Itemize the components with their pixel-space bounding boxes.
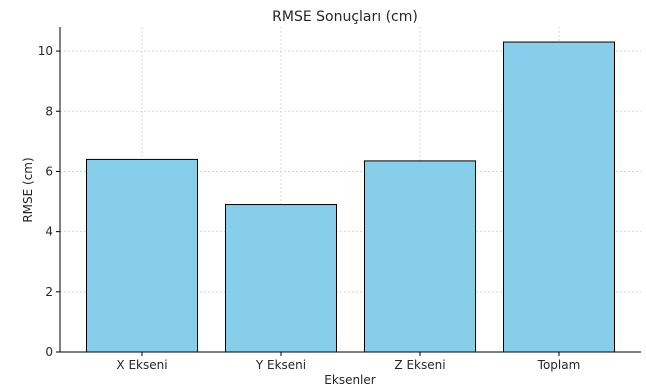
y-tick-label: 0 bbox=[45, 345, 53, 359]
y-tick-label: 10 bbox=[38, 44, 53, 58]
x-tick-label: Z Ekseni bbox=[394, 358, 445, 372]
x-tick-label: Y Ekseni bbox=[255, 358, 306, 372]
y-tick-label: 2 bbox=[45, 285, 53, 299]
y-tick-label: 6 bbox=[45, 164, 53, 178]
x-axis-label: Eksenler bbox=[324, 373, 375, 387]
y-tick-label: 4 bbox=[45, 225, 53, 239]
x-tick-label: Toplam bbox=[537, 358, 581, 372]
x-tick-label: X Ekseni bbox=[116, 358, 167, 372]
bar-x-ekseni bbox=[86, 158, 198, 353]
bar-z-ekseni bbox=[364, 160, 476, 353]
chart-title: RMSE Sonuçları (cm) bbox=[272, 9, 418, 25]
y-tick-label: 8 bbox=[45, 104, 53, 118]
bar-toplam bbox=[503, 41, 615, 353]
y-ticks: 0 2 4 6 8 10 bbox=[38, 44, 60, 359]
x-ticks: X Ekseni Y Ekseni Z Ekseni Toplam bbox=[116, 352, 580, 372]
y-axis-label: RMSE (cm) bbox=[21, 157, 35, 222]
axes bbox=[59, 27, 641, 353]
bar-y-ekseni bbox=[225, 204, 337, 353]
bars bbox=[86, 41, 615, 353]
